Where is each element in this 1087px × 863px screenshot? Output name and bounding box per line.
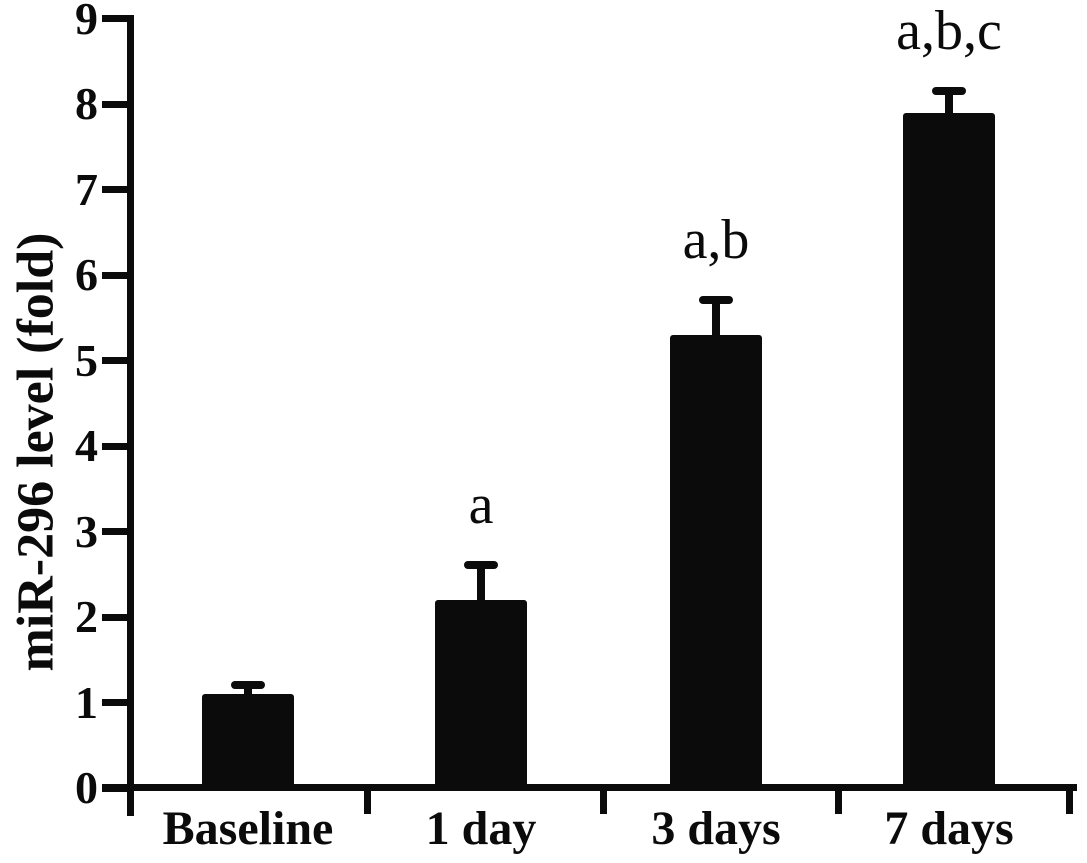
error-bar-stem [244, 681, 252, 706]
y-tick-label: 2 [75, 591, 98, 642]
x-category-label: 1 day [425, 802, 537, 855]
bar [903, 112, 995, 791]
error-bar-cap [464, 561, 498, 570]
bar [670, 334, 762, 791]
bar [202, 693, 294, 791]
y-tick-label: 4 [75, 420, 98, 471]
y-tick-label: 0 [75, 762, 98, 813]
y-tick [102, 15, 127, 22]
y-tick [102, 357, 127, 364]
y-tick [102, 271, 127, 279]
y-tick-label: 1 [75, 676, 98, 728]
y-tick [102, 613, 127, 621]
error-bar-stem [945, 86, 953, 125]
x-boundary-tick [1066, 784, 1073, 814]
y-tick [102, 186, 127, 193]
y-tick [102, 100, 127, 108]
error-bar-cap [699, 296, 733, 305]
y-tick-label: 3 [75, 505, 98, 557]
y-tick [102, 699, 127, 706]
x-category-label: 3 days [651, 802, 781, 855]
x-boundary-tick [364, 784, 371, 814]
error-bar-cap [932, 86, 966, 95]
y-axis-spine [127, 15, 134, 816]
error-bar-stem [477, 561, 485, 612]
y-tick-label: 8 [75, 78, 98, 129]
y-tick [102, 528, 127, 535]
y-tick-label: 9 [75, 0, 98, 44]
x-boundary-tick [600, 784, 607, 814]
bar-annotation: a,b,c [896, 0, 1002, 62]
bar [435, 599, 527, 791]
x-boundary-tick [835, 784, 842, 814]
bar-annotation: a,b [682, 209, 750, 272]
error-bar-cap [231, 681, 265, 690]
y-tick-label: 7 [75, 163, 98, 215]
x-axis-spine [102, 784, 1077, 791]
y-tick-label: 6 [75, 249, 98, 300]
bar-annotation: a [468, 474, 494, 537]
y-tick [102, 442, 127, 450]
y-tick-label: 5 [75, 334, 98, 386]
error-bar-stem [712, 296, 720, 347]
x-category-label: 7 days [884, 802, 1014, 855]
x-category-label: Baseline [162, 802, 334, 855]
